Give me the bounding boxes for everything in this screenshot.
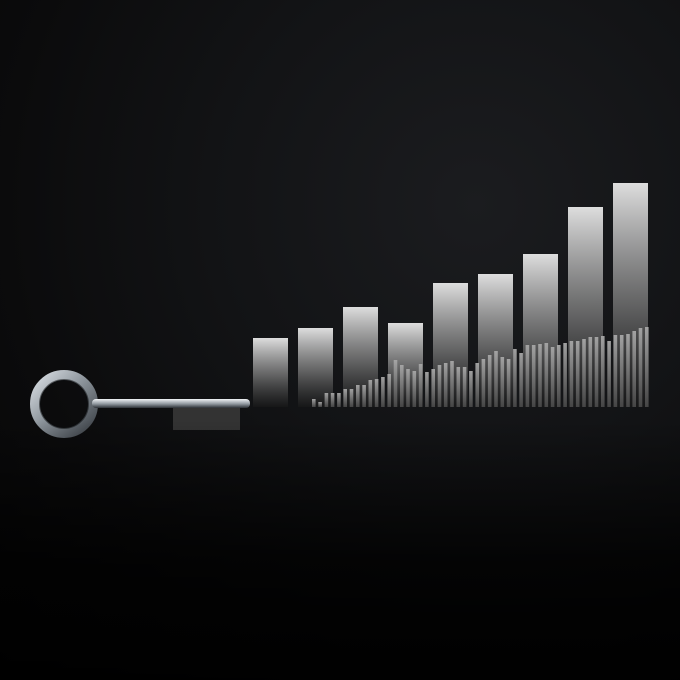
thin-bar bbox=[544, 343, 549, 407]
thin-bar bbox=[381, 377, 385, 407]
thin-bar bbox=[387, 374, 391, 407]
thin-bar bbox=[569, 341, 574, 407]
thin-bar bbox=[330, 393, 335, 407]
thin-bar bbox=[601, 336, 605, 407]
thin-bar bbox=[531, 345, 536, 407]
thin-bar bbox=[349, 389, 354, 407]
thin-bar bbox=[337, 393, 341, 407]
thin-bar bbox=[525, 345, 530, 407]
thin-bar bbox=[557, 345, 561, 407]
thin-bar bbox=[607, 341, 611, 407]
thin-bar bbox=[318, 402, 322, 407]
thin-bar bbox=[425, 372, 429, 407]
thin-bar bbox=[418, 364, 423, 407]
thin-bar bbox=[645, 327, 649, 407]
thin-bar bbox=[550, 347, 555, 407]
thin-bar bbox=[582, 339, 586, 407]
thin-bar bbox=[406, 369, 410, 407]
thin-bar bbox=[594, 337, 599, 407]
big-bar bbox=[343, 307, 378, 407]
thin-bar bbox=[487, 355, 492, 407]
key-shaft bbox=[92, 399, 250, 408]
thin-bar bbox=[343, 389, 347, 407]
floor-shadow bbox=[0, 420, 680, 680]
thin-bar bbox=[324, 393, 329, 407]
thin-bar bbox=[431, 369, 435, 407]
thin-bar bbox=[456, 367, 461, 407]
thin-bar bbox=[462, 367, 467, 407]
thin-bar bbox=[412, 371, 417, 407]
thin-bar bbox=[619, 335, 624, 407]
thin-bar bbox=[437, 365, 442, 407]
thin-bar bbox=[450, 361, 454, 407]
thin-bar bbox=[632, 331, 636, 407]
thin-bar bbox=[368, 380, 373, 407]
thin-bar bbox=[400, 365, 404, 407]
thin-bar bbox=[481, 359, 486, 407]
thin-bar bbox=[356, 385, 360, 407]
thin-bar bbox=[500, 357, 505, 407]
thin-bar bbox=[613, 335, 618, 407]
thin-bar bbox=[519, 353, 523, 407]
big-bar bbox=[613, 183, 648, 407]
thin-bar bbox=[563, 343, 567, 407]
thin-bar bbox=[362, 385, 366, 407]
thin-bars-group bbox=[312, 327, 649, 407]
thin-bar bbox=[469, 371, 473, 407]
thin-bar bbox=[494, 351, 498, 407]
thin-bar bbox=[626, 334, 630, 407]
thin-bar bbox=[312, 399, 316, 407]
thin-bar bbox=[588, 337, 593, 407]
thin-bar bbox=[575, 341, 580, 407]
thin-bar bbox=[475, 363, 479, 407]
big-bar bbox=[388, 323, 423, 407]
thin-bar bbox=[513, 349, 517, 407]
thin-bar bbox=[538, 344, 542, 407]
thin-bar bbox=[443, 363, 448, 407]
big-bar bbox=[253, 338, 288, 407]
thin-bar bbox=[506, 359, 511, 407]
thin-bar bbox=[374, 379, 379, 407]
thin-bar bbox=[393, 360, 398, 407]
thin-bar bbox=[638, 328, 643, 407]
